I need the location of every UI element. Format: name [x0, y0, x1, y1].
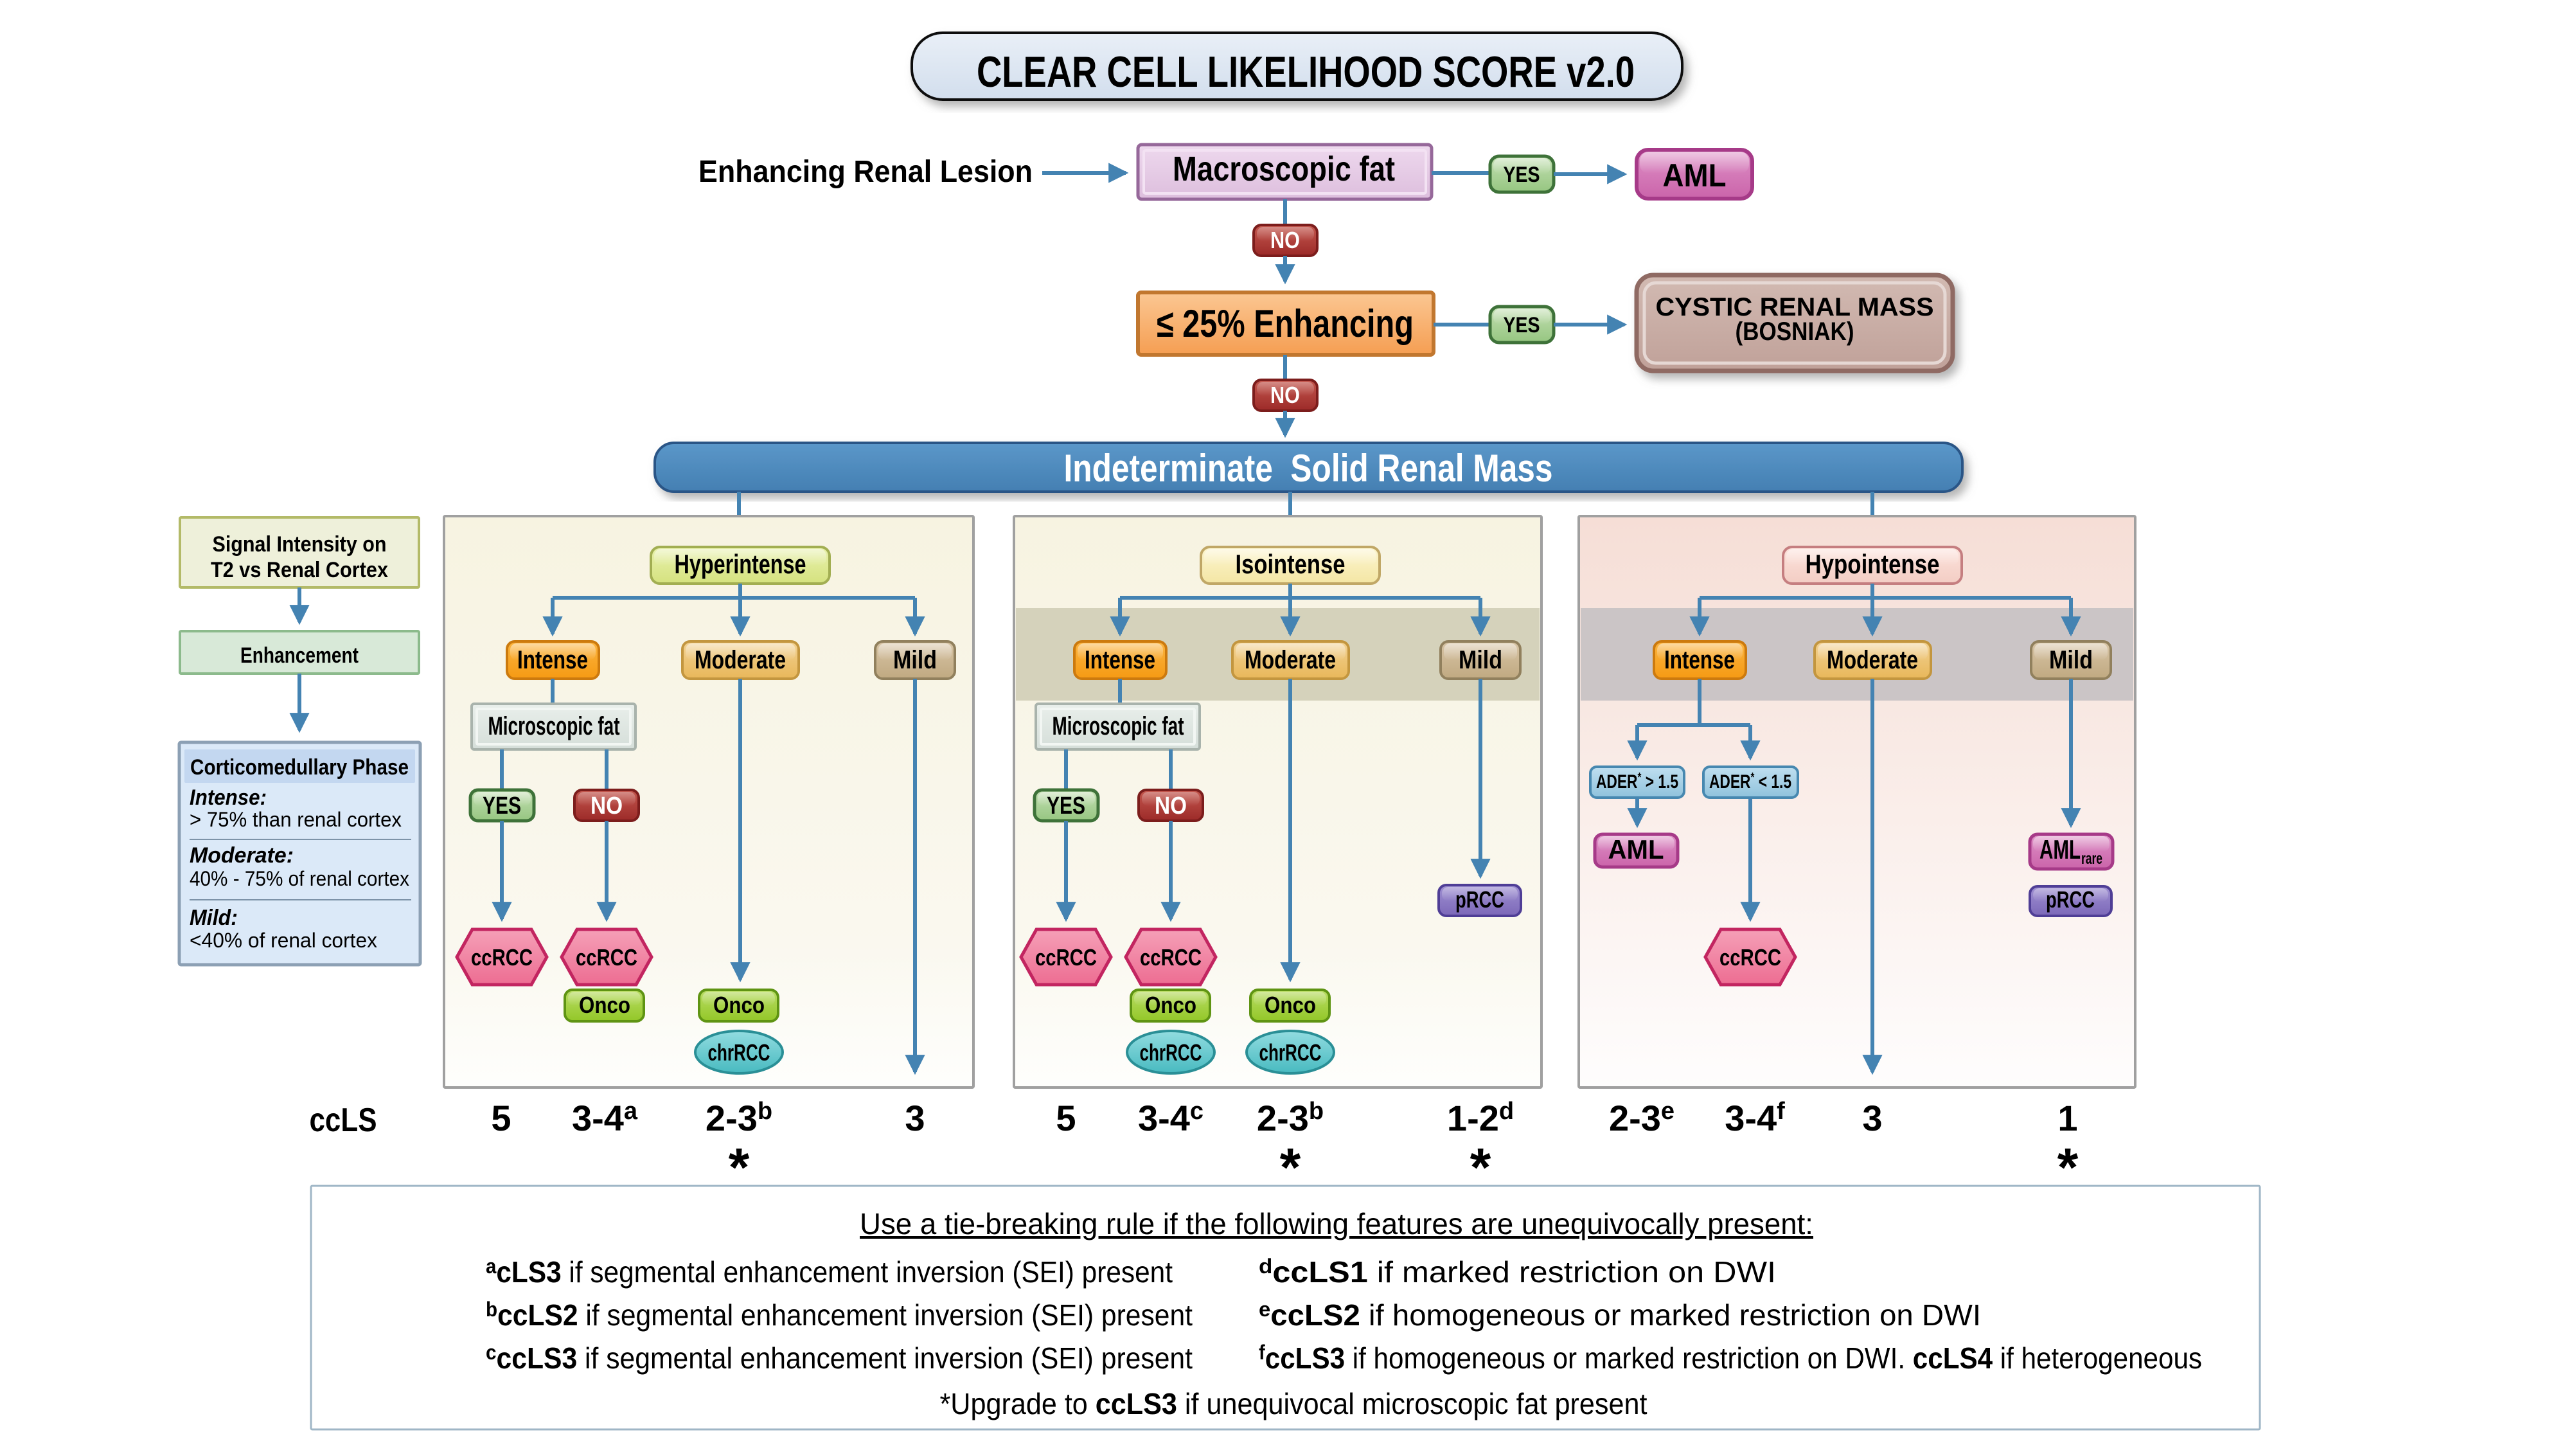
svg-text:1-2d: 1-2d — [1447, 1098, 1514, 1138]
svg-text:Enhancing Renal Lesion: Enhancing Renal Lesion — [698, 155, 1033, 189]
svg-text:YES: YES — [1504, 163, 1540, 187]
svg-text:2-3e: 2-3e — [1609, 1098, 1674, 1138]
svg-text:2-3b: 2-3b — [706, 1098, 772, 1138]
svg-text:ccRCC: ccRCC — [1035, 944, 1097, 971]
svg-text:5: 5 — [1056, 1098, 1076, 1138]
svg-text:Signal Intensity on: Signal Intensity on — [213, 532, 387, 557]
svg-text:Indeterminate Solid Renal Mas: Indeterminate Solid Renal Mass — [1064, 447, 1553, 490]
svg-text:Onco: Onco — [713, 992, 765, 1018]
svg-text:Intense:: Intense: — [190, 785, 267, 810]
svg-text:Microscopic fat: Microscopic fat — [1053, 712, 1184, 740]
svg-text:Mild: Mild — [1459, 646, 1502, 674]
svg-text:NO: NO — [1155, 792, 1187, 819]
svg-text:Moderate: Moderate — [1827, 646, 1918, 674]
svg-text:Mild:: Mild: — [190, 906, 238, 930]
svg-text:chrRCC: chrRCC — [708, 1039, 770, 1066]
svg-text:Isointense: Isointense — [1236, 549, 1346, 579]
svg-text:1: 1 — [2057, 1098, 2077, 1138]
svg-text:Moderate: Moderate — [1245, 646, 1336, 674]
svg-text:3-4c: 3-4c — [1138, 1098, 1204, 1138]
svg-text:rare: rare — [2081, 850, 2102, 868]
svg-text:≤ 25% Enhancing: ≤ 25% Enhancing — [1157, 302, 1414, 345]
svg-text:eccLS2 if homogeneous or marke: eccLS2 if homogeneous or marked restrict… — [1259, 1298, 1981, 1332]
svg-text:Microscopic fat: Microscopic fat — [488, 712, 620, 740]
svg-text:Corticomedullary Phase: Corticomedullary Phase — [190, 755, 409, 780]
svg-text:ccRCC: ccRCC — [576, 944, 637, 971]
svg-text:*Upgrade to ccLS3 if unequivoc: *Upgrade to ccLS3 if unequivocal microsc… — [940, 1387, 1648, 1420]
svg-text:AML: AML — [1663, 157, 1727, 193]
svg-text:40% - 75% of renal cortex: 40% - 75% of renal cortex — [190, 867, 409, 890]
svg-text:bccLS2 if segmental enhancemen: bccLS2 if segmental enhancement inversio… — [486, 1298, 1193, 1332]
svg-text:Moderate: Moderate — [695, 646, 786, 674]
svg-text:CLEAR CELL LIKELIHOOD SCORE v2: CLEAR CELL LIKELIHOOD SCORE v2.0 — [977, 48, 1635, 96]
svg-text:Onco: Onco — [1265, 992, 1316, 1018]
svg-text:AML: AML — [1608, 834, 1664, 864]
svg-text:T2 vs Renal Cortex: T2 vs Renal Cortex — [211, 558, 388, 582]
svg-text:cccLS3 if segmental enhancemen: cccLS3 if segmental enhancement inversio… — [486, 1341, 1193, 1375]
svg-text:Mild: Mild — [2049, 646, 2093, 674]
svg-text:dccLS1 if marked restriction o: dccLS1 if marked restriction on DWI — [1259, 1255, 1776, 1289]
svg-text:ADER* < 1.5: ADER* < 1.5 — [1709, 771, 1791, 792]
svg-text:Moderate:: Moderate: — [190, 843, 294, 868]
svg-text:(BOSNIAK): (BOSNIAK) — [1736, 318, 1854, 346]
svg-text:3-4f: 3-4f — [1725, 1098, 1785, 1138]
svg-text:Hyperintense: Hyperintense — [675, 549, 806, 579]
svg-text:ccRCC: ccRCC — [471, 944, 533, 971]
svg-text:acLS3 if segmental enhancement: acLS3 if segmental enhancement inversion… — [486, 1255, 1173, 1289]
svg-text:3: 3 — [905, 1098, 925, 1138]
svg-text:ccRCC: ccRCC — [1140, 944, 1202, 971]
svg-text:2-3b: 2-3b — [1257, 1098, 1324, 1138]
svg-text:<40% of renal cortex: <40% of renal cortex — [190, 929, 377, 952]
svg-text:3: 3 — [1862, 1098, 1882, 1138]
svg-text:ccRCC: ccRCC — [1719, 944, 1781, 971]
svg-text:Enhancement: Enhancement — [240, 643, 359, 668]
svg-text:5: 5 — [491, 1098, 511, 1138]
svg-text:Hypointense: Hypointense — [1806, 549, 1940, 579]
svg-text:fccLS3 if homogeneous or marke: fccLS3 if homogeneous or marked restrict… — [1259, 1341, 2202, 1375]
svg-text:chrRCC: chrRCC — [1140, 1039, 1202, 1066]
svg-text:Intense: Intense — [1664, 646, 1735, 674]
svg-text:Onco: Onco — [579, 992, 630, 1018]
svg-text:> 75% than renal cortex: > 75% than renal cortex — [190, 808, 402, 831]
svg-text:Intense: Intense — [517, 646, 588, 674]
svg-text:Intense: Intense — [1085, 646, 1155, 674]
svg-text:NO: NO — [1270, 227, 1300, 253]
svg-text:Onco: Onco — [1145, 992, 1196, 1018]
svg-text:chrRCC: chrRCC — [1259, 1039, 1322, 1066]
svg-text:Macroscopic fat: Macroscopic fat — [1173, 150, 1395, 188]
svg-text:NO: NO — [591, 792, 623, 819]
svg-text:YES: YES — [1504, 313, 1540, 337]
svg-text:pRCC: pRCC — [1455, 886, 1504, 913]
svg-text:NO: NO — [1270, 382, 1300, 408]
svg-text:YES: YES — [1047, 792, 1085, 819]
svg-text:ADER* > 1.5: ADER* > 1.5 — [1596, 771, 1678, 792]
svg-text:pRCC: pRCC — [2046, 886, 2095, 913]
svg-text:YES: YES — [483, 792, 521, 819]
svg-text:3-4a: 3-4a — [572, 1098, 638, 1138]
svg-text:Use a tie-breaking rule if the: Use a tie-breaking rule if the following… — [860, 1207, 1813, 1240]
svg-text:CYSTIC RENAL MASS: CYSTIC RENAL MASS — [1656, 293, 1934, 321]
svg-text:Mild: Mild — [893, 646, 937, 674]
svg-text:ccLS: ccLS — [310, 1102, 377, 1139]
svg-text:AML: AML — [2039, 834, 2081, 864]
